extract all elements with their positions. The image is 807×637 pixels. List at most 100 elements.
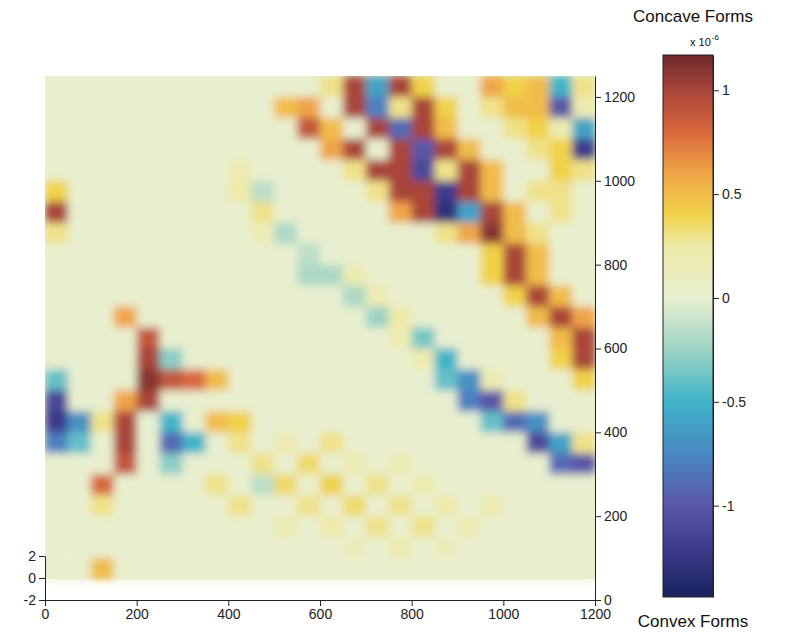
heatmap-cell: [480, 160, 504, 182]
heatmap-cell: [137, 453, 161, 475]
heatmap-cell: [297, 411, 321, 433]
heatmap-cell: [228, 223, 252, 245]
heatmap-cell: [366, 307, 390, 329]
heatmap-cell: [526, 286, 550, 308]
heatmap-cell: [435, 139, 459, 161]
heatmap-cell: [45, 516, 69, 538]
heatmap-cell: [183, 328, 207, 350]
heatmap-cell: [91, 118, 115, 140]
heatmap-cell: [480, 244, 504, 266]
heatmap-cell: [435, 348, 459, 370]
colorbar-tick: 0: [713, 290, 730, 306]
heatmap-cell: [91, 76, 115, 98]
heatmap-cell: [183, 223, 207, 245]
heatmap-cell: [160, 118, 184, 140]
heatmap-cell: [480, 390, 504, 412]
heatmap-cell: [503, 495, 527, 517]
heatmap-cell: [366, 474, 390, 496]
heatmap-cell: [228, 76, 252, 98]
heatmap-cell: [366, 286, 390, 308]
heatmap-cell: [68, 160, 92, 182]
heatmap-cell: [320, 97, 344, 119]
heatmap-cell: [320, 390, 344, 412]
heatmap-cell: [526, 160, 550, 182]
heatmap-cell: [320, 474, 344, 496]
heatmap-cell: [412, 474, 436, 496]
heatmap-cell: [458, 307, 482, 329]
heatmap-cell: [251, 286, 275, 308]
heatmap-cell: [343, 516, 367, 538]
heatmap-cell: [114, 244, 138, 266]
heatmap-cell: [503, 265, 527, 287]
y-tick-label: 0: [604, 592, 612, 608]
heatmap-cell: [251, 432, 275, 454]
heatmap-cell: [572, 307, 595, 329]
heatmap-cell: [343, 453, 367, 475]
heatmap-cell: [343, 558, 367, 580]
heatmap-cell: [435, 97, 459, 119]
heatmap-cell: [228, 390, 252, 412]
heatmap-cell: [458, 244, 482, 266]
heatmap-cell: [274, 265, 298, 287]
heatmap-cell: [297, 328, 321, 350]
heatmap-cell: [412, 97, 436, 119]
heatmap-cell: [458, 118, 482, 140]
heatmap-cell: [183, 558, 207, 580]
x-tick: 600: [309, 600, 333, 622]
heatmap-cell: [45, 307, 69, 329]
heatmap-cell: [503, 453, 527, 475]
heatmap-cell: [68, 118, 92, 140]
heatmap-cell: [480, 453, 504, 475]
heatmap-cell: [526, 348, 550, 370]
heatmap-cell: [205, 139, 229, 161]
heatmap-cell: [412, 432, 436, 454]
heatmap-cell: [228, 97, 252, 119]
x-tick-label: 1000: [488, 606, 519, 622]
colorbar-tick-label: 0: [722, 290, 730, 306]
heatmap-cell: [228, 495, 252, 517]
heatmap-cell: [91, 516, 115, 538]
heatmap-cell: [183, 537, 207, 559]
heatmap-cell: [412, 558, 436, 580]
heatmap-cell: [412, 139, 436, 161]
heatmap-cell: [549, 97, 573, 119]
heatmap-cell: [366, 160, 390, 182]
heatmap-cell: [389, 181, 413, 203]
heatmap-cell: [412, 307, 436, 329]
heatmap-cell: [297, 202, 321, 224]
heatmap-cell: [137, 97, 161, 119]
heatmap-cell: [68, 453, 92, 475]
heatmap-cell: [480, 307, 504, 329]
colorbar-tick: -0.5: [713, 394, 746, 410]
heatmap-cell: [183, 369, 207, 391]
heatmap-cell: [160, 202, 184, 224]
heatmap-cell: [366, 348, 390, 370]
heatmap-cell: [205, 495, 229, 517]
heatmap-cell: [503, 307, 527, 329]
heatmap-cell: [526, 453, 550, 475]
heatmap-cell: [160, 390, 184, 412]
heatmap-cell: [480, 97, 504, 119]
heatmap-cell: [503, 76, 527, 98]
heatmap-cell: [320, 181, 344, 203]
heatmap-cell: [458, 432, 482, 454]
heatmap-cell: [503, 223, 527, 245]
heatmap-cell: [183, 265, 207, 287]
z-tick-mark: [39, 556, 45, 557]
heatmap-cell: [320, 328, 344, 350]
heatmap-cell: [435, 432, 459, 454]
heatmap-cell: [435, 118, 459, 140]
heatmap-cell: [45, 348, 69, 370]
heatmap-cell: [549, 265, 573, 287]
heatmap-cell: [91, 558, 115, 580]
heatmap-cell: [114, 76, 138, 98]
heatmap-cell: [572, 390, 595, 412]
heatmap-cell: [366, 516, 390, 538]
heatmap-cell: [343, 97, 367, 119]
y-tick: 1000: [595, 173, 635, 189]
y-tick-label: 1200: [604, 89, 635, 105]
heatmap-cell: [68, 369, 92, 391]
x-tick-label: 600: [309, 606, 333, 622]
heatmap-cell: [205, 369, 229, 391]
heatmap-cell: [503, 432, 527, 454]
